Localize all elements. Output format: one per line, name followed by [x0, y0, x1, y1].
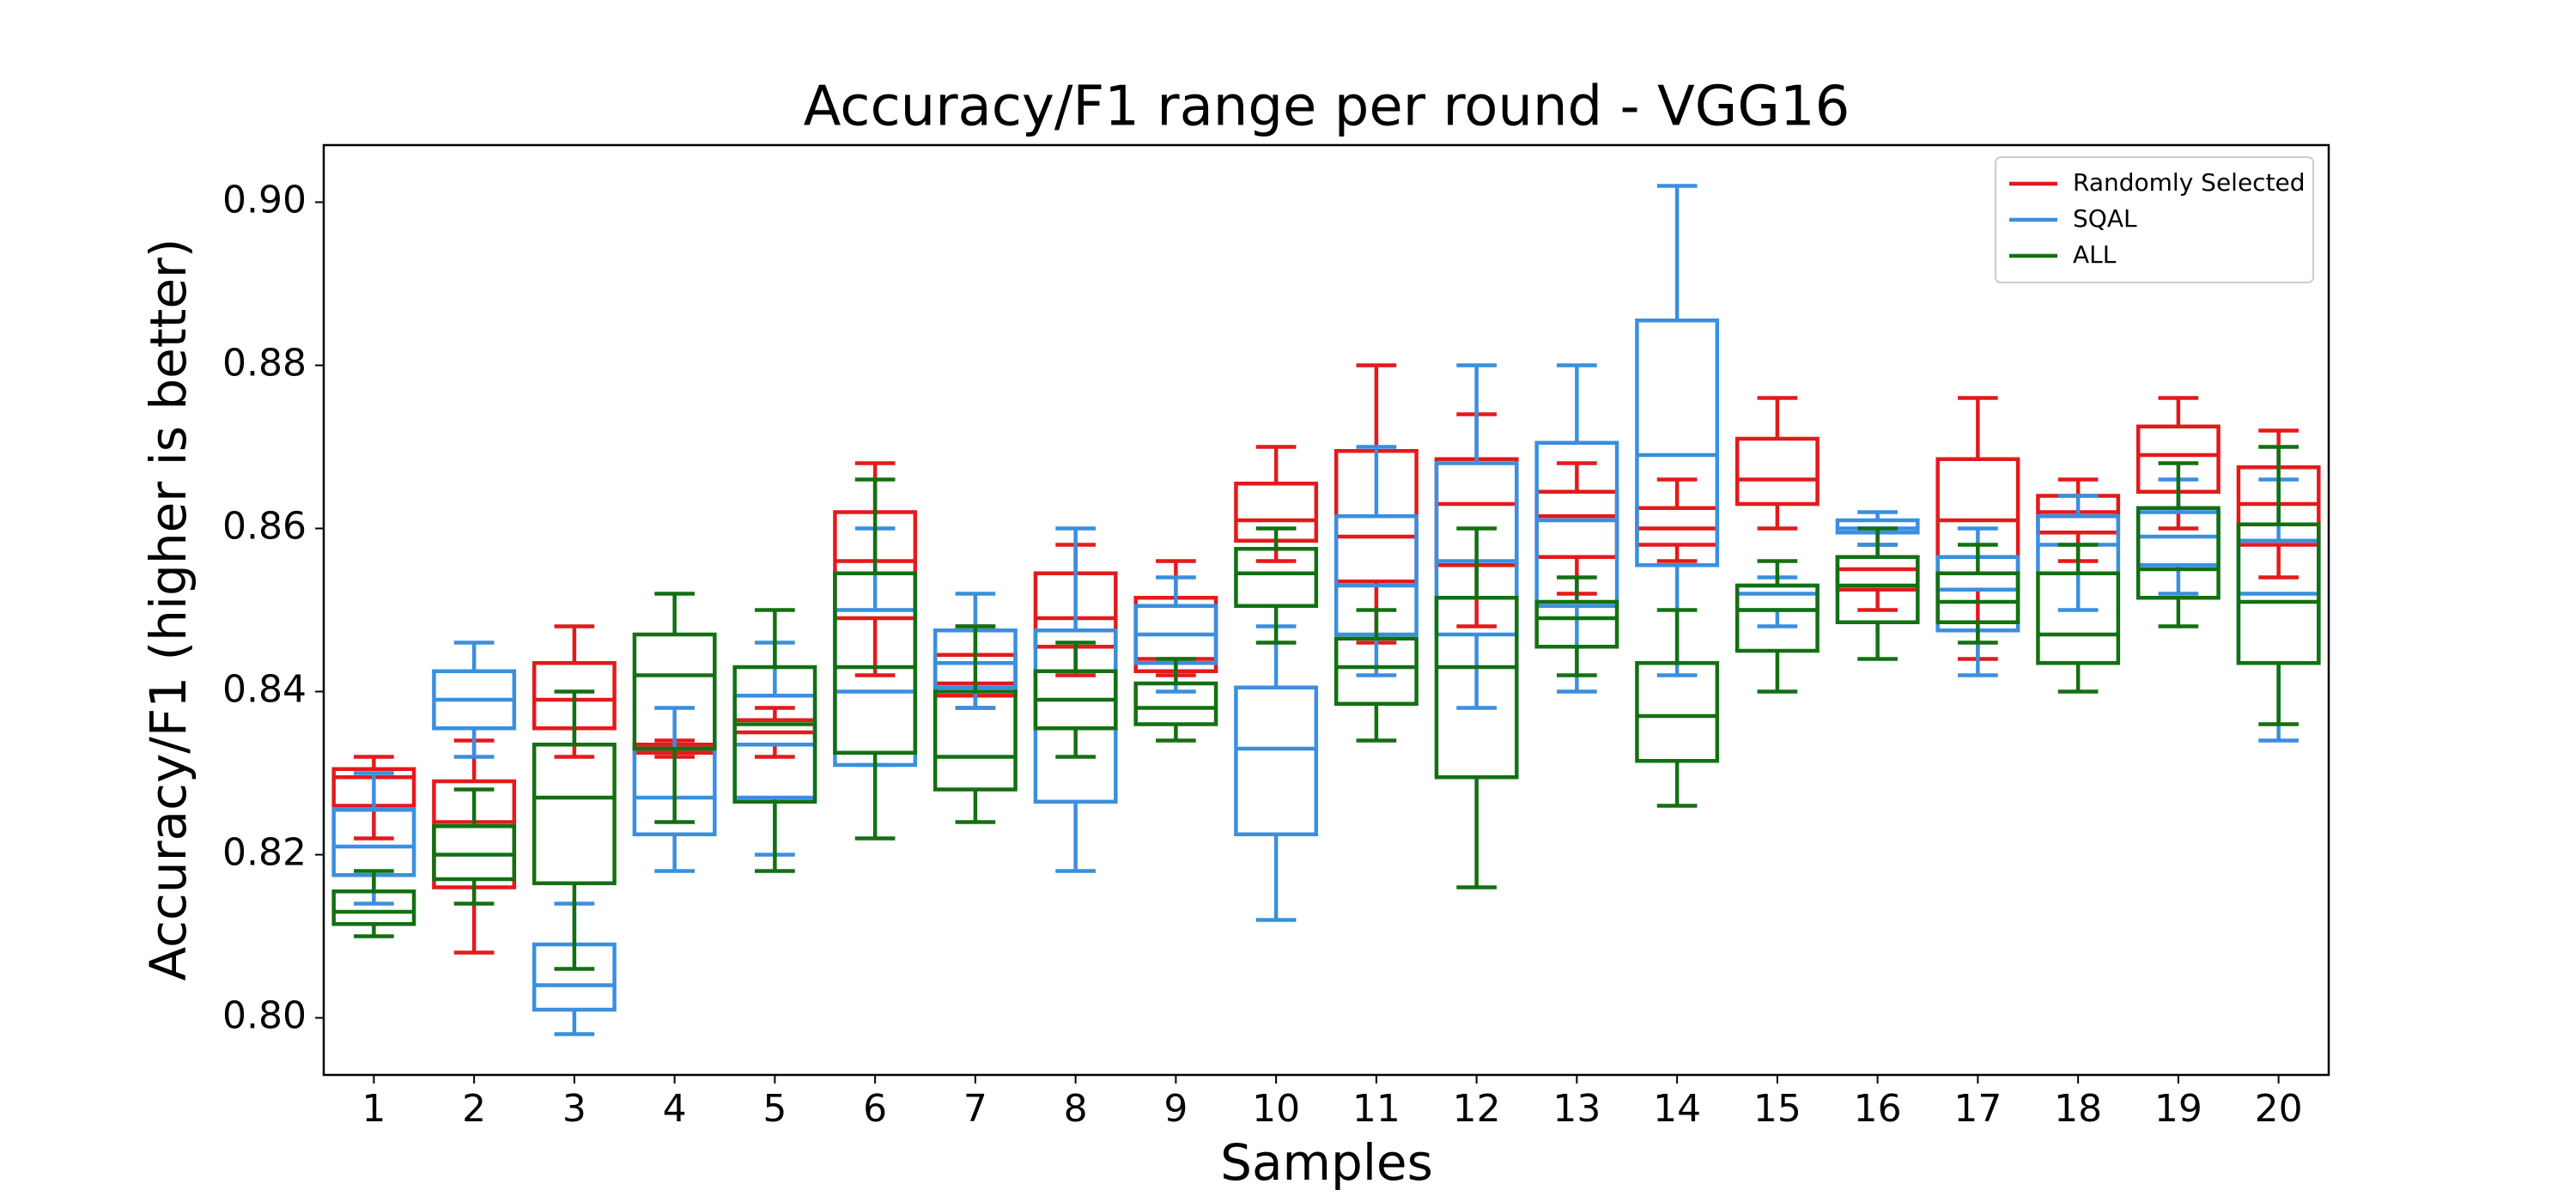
- box: [1334, 636, 1419, 706]
- x-tick-label: 14: [1653, 1087, 1701, 1131]
- legend-label: Randomly Selected: [2073, 168, 2306, 197]
- x-axis-label: Samples: [1220, 1133, 1433, 1192]
- x-tick-label: 7: [963, 1087, 987, 1131]
- x-tick-label: 19: [2154, 1087, 2202, 1131]
- x-tick-label: 3: [562, 1087, 586, 1131]
- box: [432, 824, 517, 882]
- x-tick-label: 6: [863, 1087, 887, 1131]
- box: [2236, 522, 2321, 665]
- box: [1234, 685, 1319, 836]
- plot-frame: [322, 143, 2330, 1077]
- box: [833, 571, 918, 755]
- x-tick-label: 12: [1453, 1087, 1501, 1131]
- box: [1635, 319, 1720, 568]
- x-tick-label: 17: [1953, 1087, 2002, 1131]
- x-tick-label: 2: [462, 1087, 486, 1131]
- x-tick-label: 13: [1552, 1087, 1601, 1131]
- box: [632, 632, 717, 751]
- box: [1534, 489, 1619, 559]
- box: [1234, 547, 1319, 608]
- box: [1434, 461, 1519, 637]
- x-tick-label: 16: [1854, 1087, 1902, 1131]
- box: [2136, 506, 2221, 600]
- x-tick-label: 15: [1753, 1087, 1801, 1131]
- chart-title: Accuracy/F1 range per round - VGG16: [804, 76, 1850, 139]
- box: [1735, 583, 1820, 612]
- x-tick-label: 9: [1163, 1087, 1188, 1131]
- y-axis-label: Accuracy/F1 (higher is better): [139, 239, 197, 981]
- box: [1735, 436, 1820, 507]
- x-tick-label: 5: [762, 1087, 787, 1131]
- box: [1133, 681, 1218, 726]
- box: [532, 743, 617, 885]
- box: [1534, 440, 1619, 608]
- legend-label: SQAL: [2073, 204, 2137, 233]
- box: [1635, 661, 1720, 763]
- box: [331, 889, 416, 926]
- y-tick-label: 0.84: [222, 668, 307, 712]
- box: [2036, 571, 2121, 665]
- y-tick-label: 0.80: [222, 994, 307, 1038]
- x-tick-label: 8: [1064, 1087, 1088, 1131]
- box: [1935, 571, 2020, 624]
- box: [732, 665, 817, 804]
- y-tick-label: 0.90: [222, 179, 307, 222]
- x-tick-label: 10: [1252, 1087, 1300, 1131]
- box: [1635, 506, 1720, 547]
- x-tick-label: 4: [663, 1087, 687, 1131]
- y-tick-label: 0.88: [222, 342, 307, 385]
- box: [1434, 596, 1519, 780]
- box: [1735, 583, 1820, 653]
- legend-box: [1995, 156, 2314, 283]
- y-tick-label: 0.82: [222, 831, 307, 875]
- x-tick-label: 20: [2255, 1087, 2303, 1131]
- x-tick-label: 18: [2054, 1087, 2102, 1131]
- box: [933, 689, 1018, 792]
- box: [1835, 555, 1920, 624]
- legend-label: ALL: [2073, 240, 2117, 269]
- y-tick-label: 0.86: [222, 505, 307, 549]
- x-tick-label: 1: [361, 1087, 386, 1131]
- box: [1534, 599, 1619, 649]
- x-tick-label: 11: [1352, 1087, 1400, 1131]
